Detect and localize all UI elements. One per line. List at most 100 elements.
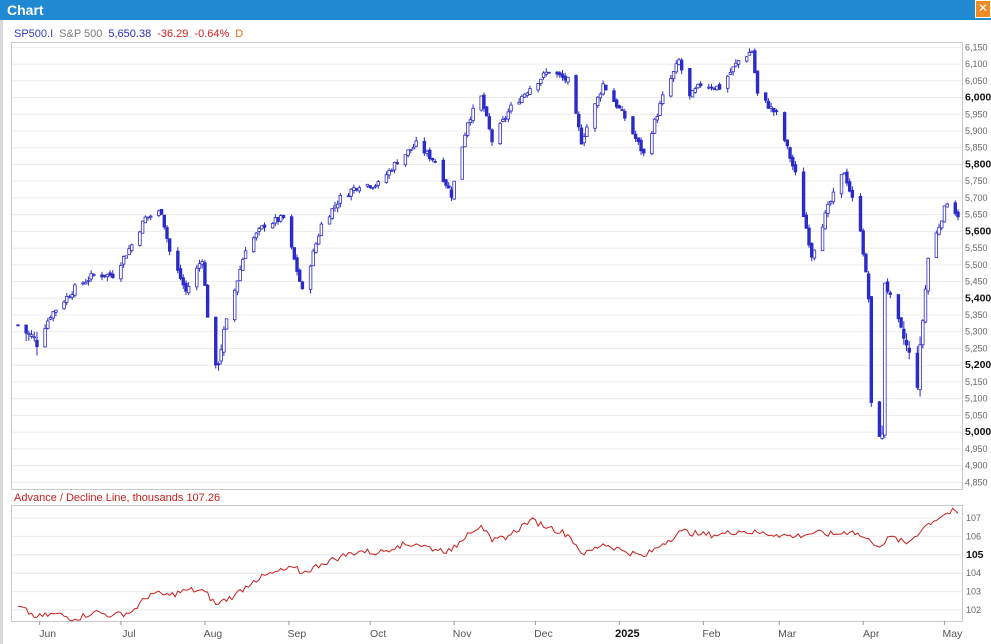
time-label: May <box>943 628 964 640</box>
candle-body <box>726 75 730 89</box>
candle-body <box>276 217 280 222</box>
candle-body <box>604 84 608 91</box>
candle-body <box>29 334 34 337</box>
candle-body <box>766 100 771 109</box>
candle-body <box>48 317 53 320</box>
window-title: Chart <box>7 2 44 18</box>
price-tick-label: 5,900 <box>965 126 988 136</box>
candle-body <box>785 139 790 147</box>
candle-body <box>839 174 844 195</box>
candle-body <box>73 284 77 296</box>
candle-body <box>200 261 204 265</box>
candle-body <box>262 224 267 228</box>
price-tick-label: 5,750 <box>965 176 988 186</box>
time-label: Mar <box>778 628 797 640</box>
legend-change: -36.29 <box>157 28 189 40</box>
candle-body <box>387 169 391 176</box>
candle-body <box>162 214 166 228</box>
price-tick-label: 5,650 <box>965 210 988 220</box>
breadth-panel[interactable] <box>11 505 963 622</box>
candle-body <box>281 214 286 218</box>
candle-body <box>693 88 697 93</box>
candle-body <box>509 104 513 112</box>
candle-body <box>316 235 321 245</box>
candle-body <box>736 60 741 65</box>
legend-name: S&P 500 <box>59 28 103 40</box>
price-tick-label: 5,050 <box>965 410 988 420</box>
window-left-edge <box>0 20 3 644</box>
candle-body <box>447 185 451 189</box>
candle-body <box>449 189 454 198</box>
candle-body <box>490 129 494 143</box>
breadth-tick-label: 107 <box>966 513 981 523</box>
price-tick-label: 5,400 <box>965 292 991 304</box>
candle-body <box>750 50 754 53</box>
candle-body <box>51 311 55 319</box>
candle-body <box>422 140 427 154</box>
candle-body <box>181 277 185 286</box>
price-tick-label: 6,050 <box>965 76 988 86</box>
time-label: Sep <box>288 628 307 640</box>
candle-body <box>807 227 811 246</box>
candle-body <box>368 185 372 189</box>
price-tick-label: 5,550 <box>965 243 988 253</box>
candle-body <box>899 317 903 328</box>
candle-body <box>828 201 833 204</box>
candle-body <box>54 309 58 313</box>
candle-body <box>300 281 305 290</box>
candle-body <box>658 103 662 116</box>
candle-body <box>522 93 527 98</box>
candle-body <box>219 349 223 362</box>
candle-body <box>406 149 410 156</box>
breadth-tick-label: 106 <box>966 531 981 541</box>
candle-body <box>471 107 475 121</box>
candle-body <box>598 93 603 99</box>
candle-body <box>877 401 882 437</box>
candle-body <box>335 203 340 209</box>
candle-body <box>904 339 909 346</box>
candle-body <box>311 250 315 267</box>
candle-body <box>168 238 172 252</box>
advance-decline-line <box>17 507 959 622</box>
candle-body <box>70 294 74 298</box>
candle-body <box>688 68 692 97</box>
time-axis: Jun Jul Aug Sep Oct Nov Dec 2025 Feb Mar Apr May <box>39 621 963 640</box>
candle-body <box>273 217 278 224</box>
candle-body <box>390 169 394 172</box>
candle-body <box>428 149 432 160</box>
price-tick-label: 4,950 <box>965 444 988 454</box>
breadth-tick-label: 103 <box>966 587 981 597</box>
candle-body <box>257 228 261 232</box>
candle-body <box>923 288 928 323</box>
candle-body <box>661 94 665 105</box>
candle-body <box>791 156 795 167</box>
candle-body <box>793 164 798 173</box>
breadth-tick-label: 105 <box>966 549 984 561</box>
price-tick-label: 4,900 <box>965 461 988 471</box>
candle-body <box>631 116 635 135</box>
price-tick-label: 5,600 <box>965 225 991 237</box>
candle-body <box>593 103 597 129</box>
candle-body <box>671 71 676 79</box>
candle-body <box>92 274 96 276</box>
candle-body <box>108 272 112 276</box>
candle-body <box>869 296 874 403</box>
candle-body <box>536 83 540 91</box>
candle-body <box>812 249 817 259</box>
candle-body <box>143 216 148 224</box>
candle-body <box>308 265 313 290</box>
price-gridlines <box>12 46 962 483</box>
candle-body <box>614 99 619 108</box>
price-tick-label: 6,100 <box>965 59 988 69</box>
candle-body <box>709 86 714 89</box>
candle-body <box>205 284 210 318</box>
candle-body <box>463 134 467 148</box>
candle-body <box>414 140 418 147</box>
candle-body <box>62 301 66 310</box>
candle-body <box>425 150 429 154</box>
candle-body <box>376 181 380 186</box>
candle-body <box>32 336 36 339</box>
candle-body <box>235 280 240 293</box>
candle-body <box>707 86 711 89</box>
